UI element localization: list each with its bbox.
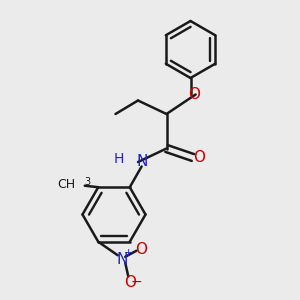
Text: CH: CH [58, 178, 76, 191]
Text: N: N [137, 154, 148, 169]
Text: +: + [124, 248, 134, 258]
Text: −: − [130, 275, 142, 289]
Text: O: O [193, 150, 205, 165]
Text: O: O [124, 275, 136, 290]
Text: N: N [117, 252, 128, 267]
Text: O: O [188, 87, 200, 102]
Text: H: H [113, 152, 124, 166]
Text: O: O [135, 242, 147, 257]
Text: 3: 3 [85, 177, 91, 187]
